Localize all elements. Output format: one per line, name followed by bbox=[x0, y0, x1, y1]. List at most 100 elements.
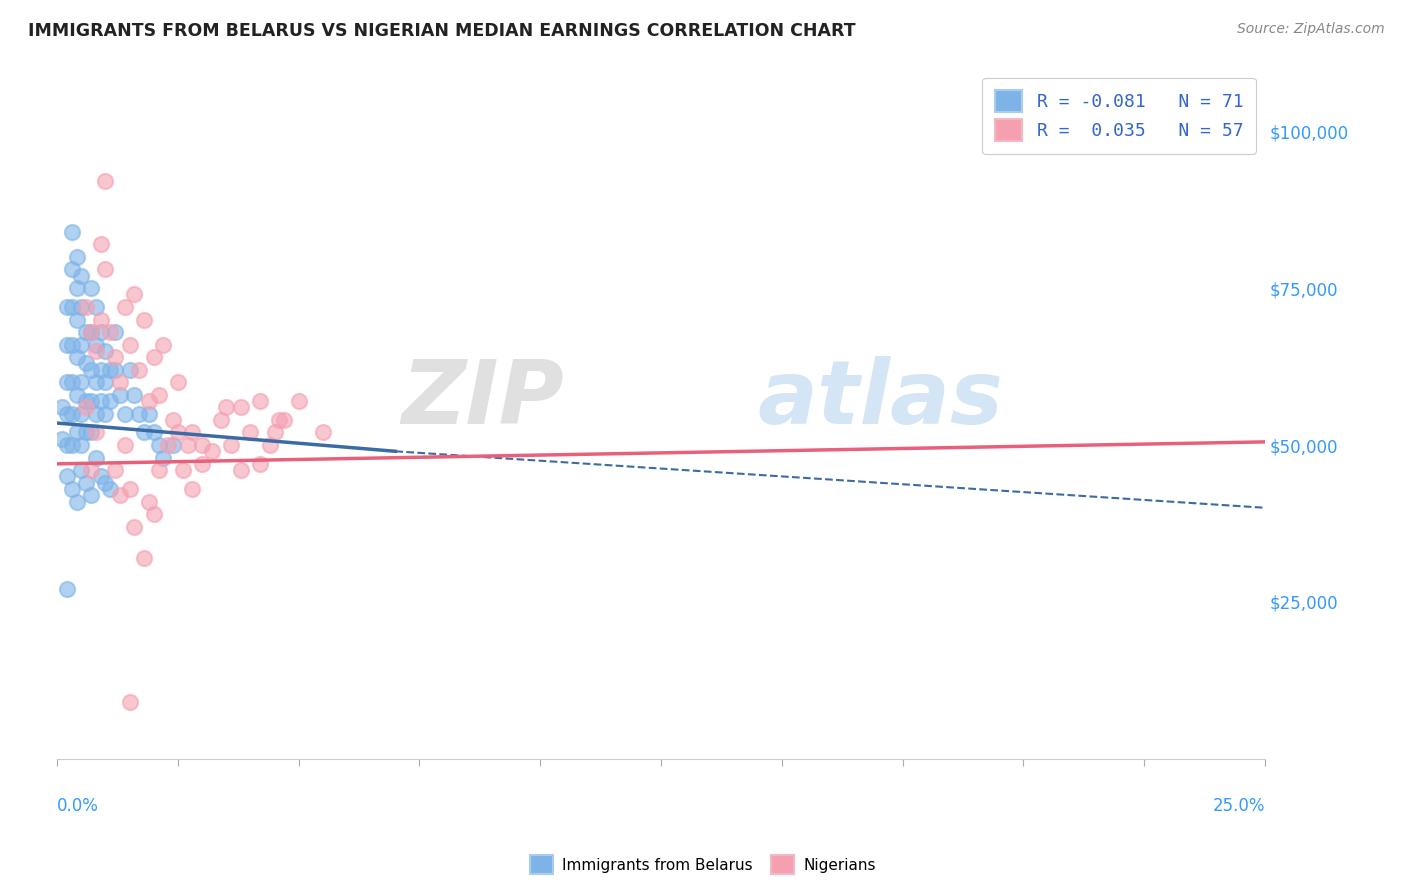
Point bbox=[138, 494, 160, 508]
Point bbox=[104, 463, 127, 477]
Text: atlas: atlas bbox=[758, 356, 1004, 443]
Point bbox=[138, 394, 160, 409]
Point bbox=[65, 250, 87, 264]
Point bbox=[94, 475, 117, 490]
Point bbox=[94, 376, 117, 390]
Point bbox=[128, 407, 150, 421]
Point bbox=[80, 362, 103, 376]
Point bbox=[114, 300, 136, 314]
Point bbox=[108, 388, 131, 402]
Point bbox=[65, 281, 87, 295]
Point bbox=[75, 325, 97, 339]
Point bbox=[269, 413, 291, 427]
Point bbox=[65, 494, 87, 508]
Point bbox=[70, 438, 93, 452]
Point bbox=[312, 425, 335, 440]
Legend: Immigrants from Belarus, Nigerians: Immigrants from Belarus, Nigerians bbox=[524, 849, 882, 880]
Point bbox=[90, 394, 112, 409]
Point bbox=[56, 469, 79, 483]
Point bbox=[181, 425, 204, 440]
Point bbox=[84, 343, 107, 358]
Point bbox=[94, 343, 117, 358]
Point bbox=[134, 425, 156, 440]
Point bbox=[80, 281, 103, 295]
Point bbox=[229, 463, 252, 477]
Point bbox=[75, 394, 97, 409]
Point bbox=[56, 438, 79, 452]
Point bbox=[70, 300, 93, 314]
Point bbox=[172, 463, 194, 477]
Point bbox=[80, 425, 103, 440]
Point bbox=[162, 438, 184, 452]
Point bbox=[60, 438, 83, 452]
Point bbox=[148, 388, 170, 402]
Point bbox=[201, 444, 224, 458]
Text: IMMIGRANTS FROM BELARUS VS NIGERIAN MEDIAN EARNINGS CORRELATION CHART: IMMIGRANTS FROM BELARUS VS NIGERIAN MEDI… bbox=[28, 22, 856, 40]
Point bbox=[162, 413, 184, 427]
Point bbox=[60, 337, 83, 351]
Point bbox=[75, 475, 97, 490]
Point bbox=[191, 457, 214, 471]
Point bbox=[75, 300, 97, 314]
Point bbox=[65, 350, 87, 364]
Point bbox=[80, 488, 103, 502]
Point bbox=[118, 337, 141, 351]
Point bbox=[124, 388, 146, 402]
Point bbox=[176, 438, 198, 452]
Point bbox=[60, 376, 83, 390]
Point bbox=[118, 362, 141, 376]
Point bbox=[60, 262, 83, 277]
Point bbox=[167, 425, 190, 440]
Point bbox=[229, 401, 252, 415]
Point bbox=[142, 350, 165, 364]
Point bbox=[65, 312, 87, 326]
Point bbox=[124, 519, 146, 533]
Point bbox=[138, 407, 160, 421]
Point bbox=[108, 376, 131, 390]
Point bbox=[51, 401, 73, 415]
Point bbox=[152, 450, 174, 465]
Point bbox=[98, 325, 121, 339]
Point bbox=[249, 394, 271, 409]
Point bbox=[114, 407, 136, 421]
Legend: R = -0.081   N = 71, R =  0.035   N = 57: R = -0.081 N = 71, R = 0.035 N = 57 bbox=[983, 78, 1256, 154]
Point bbox=[60, 407, 83, 421]
Text: 25.0%: 25.0% bbox=[1212, 797, 1265, 814]
Point bbox=[65, 388, 87, 402]
Point bbox=[287, 394, 309, 409]
Point bbox=[75, 356, 97, 370]
Point bbox=[148, 438, 170, 452]
Point bbox=[152, 337, 174, 351]
Point bbox=[98, 362, 121, 376]
Point bbox=[273, 413, 295, 427]
Point bbox=[98, 482, 121, 496]
Text: Source: ZipAtlas.com: Source: ZipAtlas.com bbox=[1237, 22, 1385, 37]
Point bbox=[142, 425, 165, 440]
Point bbox=[60, 300, 83, 314]
Point bbox=[70, 268, 93, 283]
Point bbox=[90, 325, 112, 339]
Point bbox=[56, 300, 79, 314]
Point bbox=[70, 337, 93, 351]
Point bbox=[70, 407, 93, 421]
Point bbox=[51, 432, 73, 446]
Point bbox=[249, 457, 271, 471]
Text: 0.0%: 0.0% bbox=[58, 797, 98, 814]
Point bbox=[118, 482, 141, 496]
Point bbox=[104, 325, 127, 339]
Point bbox=[84, 450, 107, 465]
Point bbox=[90, 362, 112, 376]
Point bbox=[80, 394, 103, 409]
Point bbox=[56, 337, 79, 351]
Point bbox=[70, 376, 93, 390]
Point bbox=[90, 237, 112, 252]
Point bbox=[84, 300, 107, 314]
Point bbox=[94, 262, 117, 277]
Point bbox=[56, 376, 79, 390]
Point bbox=[148, 463, 170, 477]
Point bbox=[84, 376, 107, 390]
Point bbox=[60, 225, 83, 239]
Point bbox=[56, 407, 79, 421]
Point bbox=[239, 425, 262, 440]
Point bbox=[60, 482, 83, 496]
